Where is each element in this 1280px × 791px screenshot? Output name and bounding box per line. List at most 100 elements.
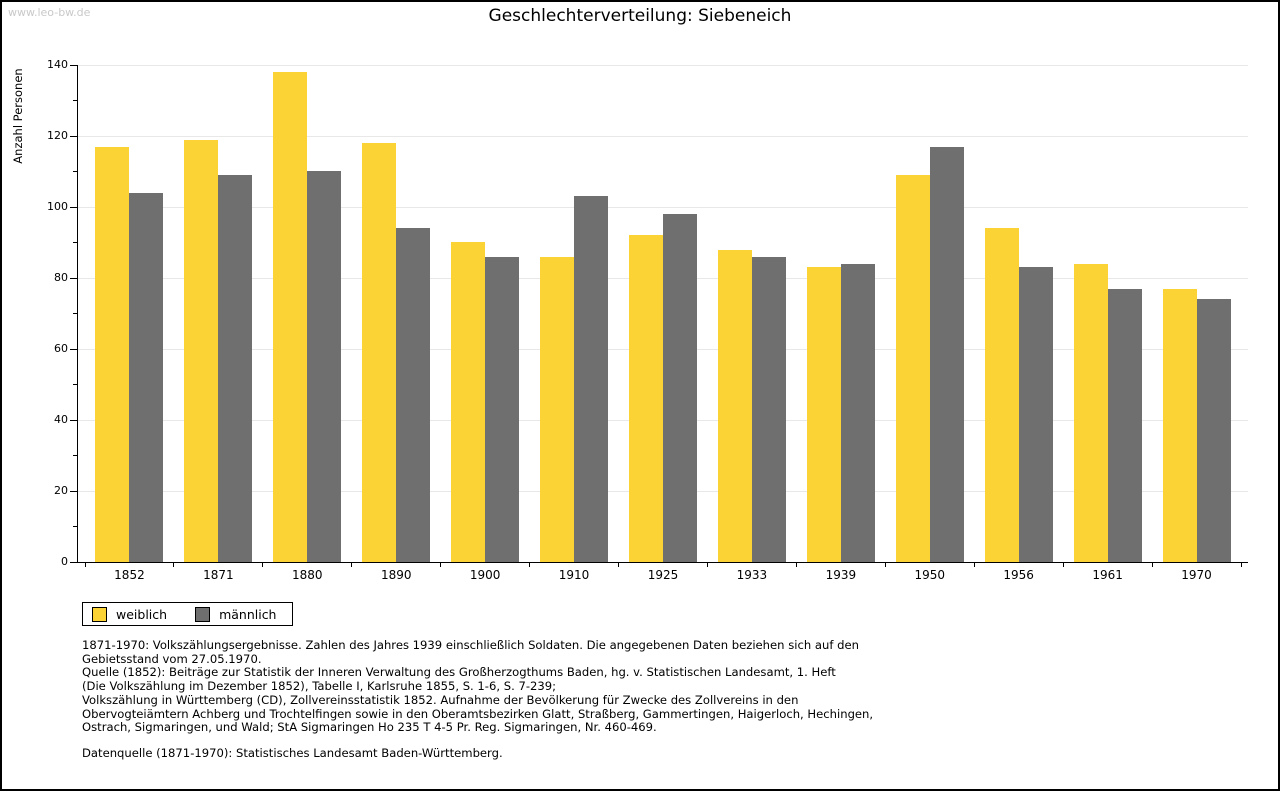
x-boundary-tick-13 — [1240, 562, 1242, 567]
bar-weiblich-1956 — [984, 228, 1019, 562]
legend-swatch-weiblich — [92, 606, 107, 622]
y-major-tick-80 — [70, 277, 77, 279]
footnote-line-5: Volkszählung in Württemberg (CD), Zollve… — [82, 692, 799, 707]
footnote-line-3: Quelle (1852): Beiträge zur Statistik de… — [82, 665, 836, 680]
bar-weiblich-1939 — [806, 267, 841, 562]
gridline-100 — [78, 206, 1248, 208]
x-boundary-tick-3 — [351, 562, 353, 567]
x-boundary-tick-4 — [440, 562, 442, 567]
legend-label-weiblich: weiblich — [116, 606, 168, 622]
bar-weiblich-1880 — [273, 72, 308, 562]
bar-männlich-1961 — [1107, 289, 1142, 562]
y-tick-label-60: 60 — [54, 342, 68, 355]
x-tick-label-1900: 1900 — [469, 568, 501, 582]
x-tick-label-1939: 1939 — [825, 568, 857, 582]
y-major-tick-40 — [70, 419, 77, 421]
x-boundary-tick-2 — [262, 562, 264, 567]
legend-label-männlich: männlich — [219, 606, 277, 622]
x-tick-label-1970: 1970 — [1181, 568, 1212, 582]
y-major-tick-60 — [70, 348, 77, 350]
watermark: www.leo-bw.de — [8, 6, 91, 19]
y-axis-label: Anzahl Personen — [11, 68, 25, 164]
plot-area: 1852 1871 1880 1890 1900 1910 1925 1933 1939 1950… — [77, 64, 1248, 582]
bar-weiblich-1970 — [1162, 289, 1197, 562]
y-tick-label-0: 0 — [61, 555, 68, 568]
y-tick-label-40: 40 — [54, 413, 68, 426]
x-tick-label-1852: 1852 — [114, 568, 145, 582]
bar-weiblich-1933 — [717, 250, 752, 562]
bar-männlich-1871 — [218, 175, 253, 562]
y-major-tick-100 — [70, 206, 77, 208]
x-boundary-tick-9 — [884, 562, 886, 567]
y-minor-tick-50 — [73, 384, 77, 385]
x-boundary-tick-7 — [706, 562, 708, 567]
x-boundary-tick-10 — [973, 562, 975, 567]
bar-weiblich-1852 — [95, 147, 130, 562]
bar-männlich-1939 — [840, 264, 875, 562]
bar-weiblich-1925 — [629, 235, 663, 562]
y-major-tick-20 — [70, 490, 77, 492]
legend-swatch-männlich — [195, 606, 211, 622]
bar-männlich-1970 — [1196, 299, 1231, 562]
bar-männlich-1956 — [1018, 267, 1053, 562]
chart-title: Geschlechterverteilung: Siebeneich — [488, 6, 792, 26]
footnote-line-7: Ostrach, Sigmaringen, und Wald; StA Sigm… — [82, 720, 657, 735]
y-minor-tick-130 — [73, 100, 77, 101]
bar-männlich-1950 — [929, 147, 964, 562]
y-minor-tick-70 — [73, 313, 77, 314]
y-tick-label-20: 20 — [54, 484, 68, 497]
x-tick-label-1871: 1871 — [203, 568, 234, 582]
bar-männlich-1925 — [663, 214, 697, 562]
legend: weiblich männlich — [82, 602, 294, 626]
bar-weiblich-1890 — [362, 143, 397, 562]
bar-weiblich-1871 — [184, 140, 219, 562]
y-major-tick-120 — [70, 135, 77, 137]
y-major-tick-0 — [70, 561, 77, 563]
bar-weiblich-1961 — [1073, 264, 1108, 562]
x-boundary-tick-0 — [84, 562, 86, 567]
y-tick-label-140: 140 — [47, 58, 68, 71]
bar-männlich-1852 — [129, 193, 164, 562]
bar-männlich-1900 — [485, 257, 520, 562]
gridline-140 — [78, 64, 1248, 66]
x-boundary-tick-5 — [529, 562, 531, 567]
x-tick-label-1880: 1880 — [292, 568, 323, 582]
bar-männlich-1933 — [751, 257, 786, 562]
x-boundary-tick-12 — [1151, 562, 1153, 567]
x-tick-label-1890: 1890 — [380, 568, 412, 582]
bar-weiblich-1910 — [540, 257, 575, 562]
y-major-tick-140 — [70, 64, 77, 66]
bar-männlich-1910 — [574, 196, 609, 562]
datasource-note: Datenquelle (1871-1970): Statistisches L… — [82, 746, 503, 760]
y-tick-label-120: 120 — [47, 129, 68, 142]
bar-weiblich-1950 — [895, 175, 930, 562]
bar-männlich-1880 — [307, 171, 342, 562]
x-tick-label-1950: 1950 — [914, 568, 946, 582]
footnote-line-4: (Die Volkszählung im Dezember 1852), Tab… — [82, 679, 557, 694]
x-tick-label-1910: 1910 — [558, 568, 590, 582]
y-minor-tick-30 — [73, 455, 77, 456]
x-tick-label-1961: 1961 — [1092, 568, 1123, 582]
legend-item-männlich: männlich — [195, 606, 277, 622]
x-tick-label-1956: 1956 — [1003, 568, 1034, 582]
footnote-line-6: Obervogteiämtern Achberg und Trochtelfin… — [82, 706, 874, 721]
y-tick-label-100: 100 — [47, 200, 68, 213]
x-boundary-tick-8 — [795, 562, 797, 567]
x-tick-label-1933: 1933 — [736, 568, 768, 582]
y-minor-tick-90 — [73, 242, 77, 243]
x-boundary-tick-11 — [1062, 562, 1064, 567]
y-minor-tick-110 — [73, 171, 77, 172]
x-boundary-tick-1 — [173, 562, 175, 567]
legend-item-weiblich: weiblich — [92, 606, 168, 622]
bar-männlich-1890 — [396, 228, 431, 562]
bar-weiblich-1900 — [451, 242, 486, 562]
footnote-line-1: 1871-1970: Volkszählungsergebnisse. Zahl… — [82, 638, 859, 652]
y-tick-label-80: 80 — [54, 271, 68, 284]
footnotes: 1871-1970: Volkszählungsergebnisse. Zahl… — [82, 638, 874, 735]
x-boundary-tick-6 — [618, 562, 620, 567]
footnote-line-2: Gebietsstand vom 27.05.1970. — [82, 651, 262, 666]
gridline-120 — [78, 135, 1248, 137]
x-tick-label-1925: 1925 — [647, 568, 679, 582]
y-minor-tick-10 — [73, 526, 77, 527]
